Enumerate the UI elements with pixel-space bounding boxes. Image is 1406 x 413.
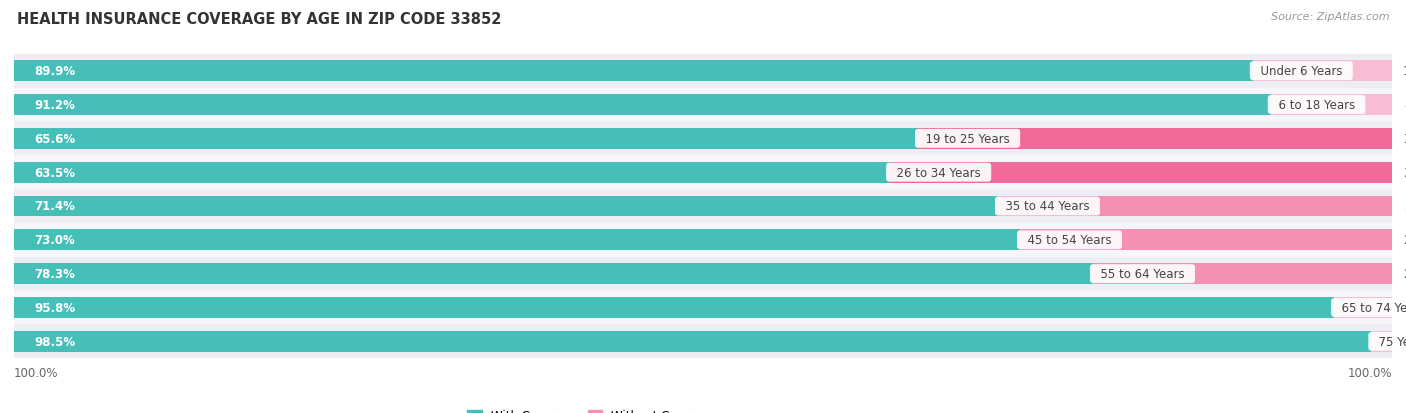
Bar: [14, 61, 1253, 82]
Text: 1.5%: 1.5%: [1403, 335, 1406, 348]
Bar: [14, 223, 1392, 257]
Bar: [14, 156, 1392, 190]
Text: 8.9%: 8.9%: [1405, 99, 1406, 112]
Text: 26 to 34 Years: 26 to 34 Years: [889, 166, 988, 179]
Text: 95.8%: 95.8%: [35, 301, 76, 314]
Bar: [1371, 331, 1392, 352]
Text: 45 to 54 Years: 45 to 54 Years: [1019, 234, 1119, 247]
Text: 98.5%: 98.5%: [35, 335, 76, 348]
Bar: [918, 128, 1392, 150]
Text: 28.7%: 28.7%: [1405, 200, 1406, 213]
Text: Source: ZipAtlas.com: Source: ZipAtlas.com: [1271, 12, 1389, 22]
Bar: [14, 162, 889, 183]
Text: 63.5%: 63.5%: [35, 166, 76, 179]
Bar: [14, 122, 1392, 156]
Bar: [14, 128, 918, 150]
Text: 35 to 44 Years: 35 to 44 Years: [998, 200, 1097, 213]
Text: 100.0%: 100.0%: [14, 366, 59, 379]
Bar: [1092, 263, 1392, 285]
Text: 36.5%: 36.5%: [1403, 166, 1406, 179]
Text: 10.1%: 10.1%: [1403, 65, 1406, 78]
Bar: [1271, 95, 1393, 116]
Bar: [1334, 297, 1392, 318]
Text: 21.7%: 21.7%: [1403, 268, 1406, 280]
Text: 65.6%: 65.6%: [35, 133, 76, 145]
Text: 6 to 18 Years: 6 to 18 Years: [1271, 99, 1362, 112]
Text: 91.2%: 91.2%: [35, 99, 76, 112]
Legend: With Coverage, Without Coverage: With Coverage, Without Coverage: [463, 404, 723, 413]
Bar: [889, 162, 1392, 183]
Text: 4.2%: 4.2%: [1403, 301, 1406, 314]
Bar: [14, 291, 1392, 325]
Bar: [14, 88, 1392, 122]
Text: 34.4%: 34.4%: [1403, 133, 1406, 145]
Bar: [1019, 230, 1392, 251]
Text: 89.9%: 89.9%: [35, 65, 76, 78]
Text: HEALTH INSURANCE COVERAGE BY AGE IN ZIP CODE 33852: HEALTH INSURANCE COVERAGE BY AGE IN ZIP …: [17, 12, 502, 27]
Bar: [14, 331, 1371, 352]
Bar: [14, 325, 1392, 358]
Bar: [14, 263, 1092, 285]
Text: 78.3%: 78.3%: [35, 268, 76, 280]
Text: 100.0%: 100.0%: [1347, 366, 1392, 379]
Bar: [14, 55, 1392, 88]
Text: Under 6 Years: Under 6 Years: [1253, 65, 1350, 78]
Text: 65 to 74 Years: 65 to 74 Years: [1334, 301, 1406, 314]
Text: 55 to 64 Years: 55 to 64 Years: [1092, 268, 1192, 280]
Bar: [14, 230, 1019, 251]
Text: 19 to 25 Years: 19 to 25 Years: [918, 133, 1017, 145]
Bar: [14, 297, 1334, 318]
Bar: [1253, 61, 1392, 82]
Text: 71.4%: 71.4%: [35, 200, 76, 213]
Text: 75 Years and older: 75 Years and older: [1371, 335, 1406, 348]
Bar: [14, 196, 998, 217]
Bar: [14, 190, 1392, 223]
Bar: [998, 196, 1393, 217]
Text: 27.0%: 27.0%: [1403, 234, 1406, 247]
Bar: [14, 95, 1271, 116]
Text: 73.0%: 73.0%: [35, 234, 76, 247]
Bar: [14, 257, 1392, 291]
